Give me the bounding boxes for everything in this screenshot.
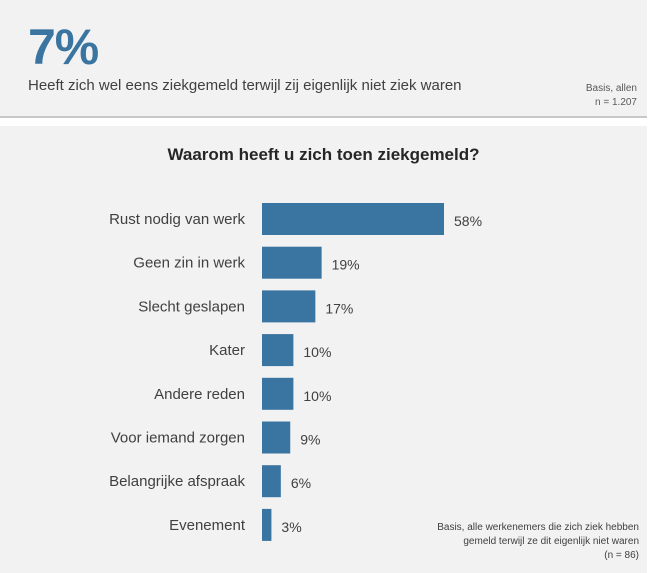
chart-title: Waarom heeft u zich toen ziekgemeld? [167, 145, 480, 164]
value-label: 10% [303, 388, 331, 404]
category-label: Kater [209, 342, 245, 359]
footnote-line-1: Basis, alle werkenemers die zich ziek he… [437, 522, 639, 533]
basis-note-bottom: Basis, alle werkenemers die zich ziek he… [437, 521, 639, 563]
footnote-line-3: (n = 86) [604, 550, 639, 561]
value-label: 9% [300, 432, 320, 448]
basis-note-line: Basis, allen [585, 83, 637, 94]
headline-percentage: 7% [28, 19, 99, 75]
bar [262, 334, 294, 367]
value-label: 58% [454, 213, 482, 229]
category-label: Geen zin in werk [133, 255, 245, 272]
chart-card: Waarom heeft u zich toen ziekgemeld? Rus… [0, 126, 647, 573]
bar-chart: Rust nodig van werk 58% Geen zin in werk 19… [109, 203, 482, 541]
value-label: 6% [291, 475, 311, 491]
category-label: Voor iemand zorgen [111, 430, 245, 447]
value-label: 19% [332, 257, 360, 273]
basis-note-top: Basis, allen n = 1.207 [586, 82, 637, 110]
category-label: Rust nodig van werk [109, 211, 245, 228]
bar [262, 377, 294, 410]
value-label: 3% [281, 519, 301, 535]
footnote-line-2: gemeld terwijl ze dit eigenlijk niet war… [463, 536, 639, 547]
bar [262, 246, 322, 279]
category-label: Slecht geslapen [138, 298, 245, 315]
summary-card: 7% Heeft zich wel eens ziekgemeld terwij… [0, 0, 647, 118]
headline-text: Heeft zich wel eens ziekgemeld terwijl z… [28, 77, 462, 94]
category-label: Evenement [169, 517, 246, 534]
value-label: 10% [303, 344, 331, 360]
bar [262, 508, 272, 541]
bar [262, 203, 444, 235]
category-label: Andere reden [154, 386, 245, 403]
sample-size: n = 1.207 [595, 97, 637, 108]
bar [262, 290, 316, 323]
category-label: Belangrijke afspraak [109, 473, 245, 490]
bar [262, 421, 291, 454]
value-label: 17% [325, 300, 353, 316]
bar [262, 465, 281, 498]
